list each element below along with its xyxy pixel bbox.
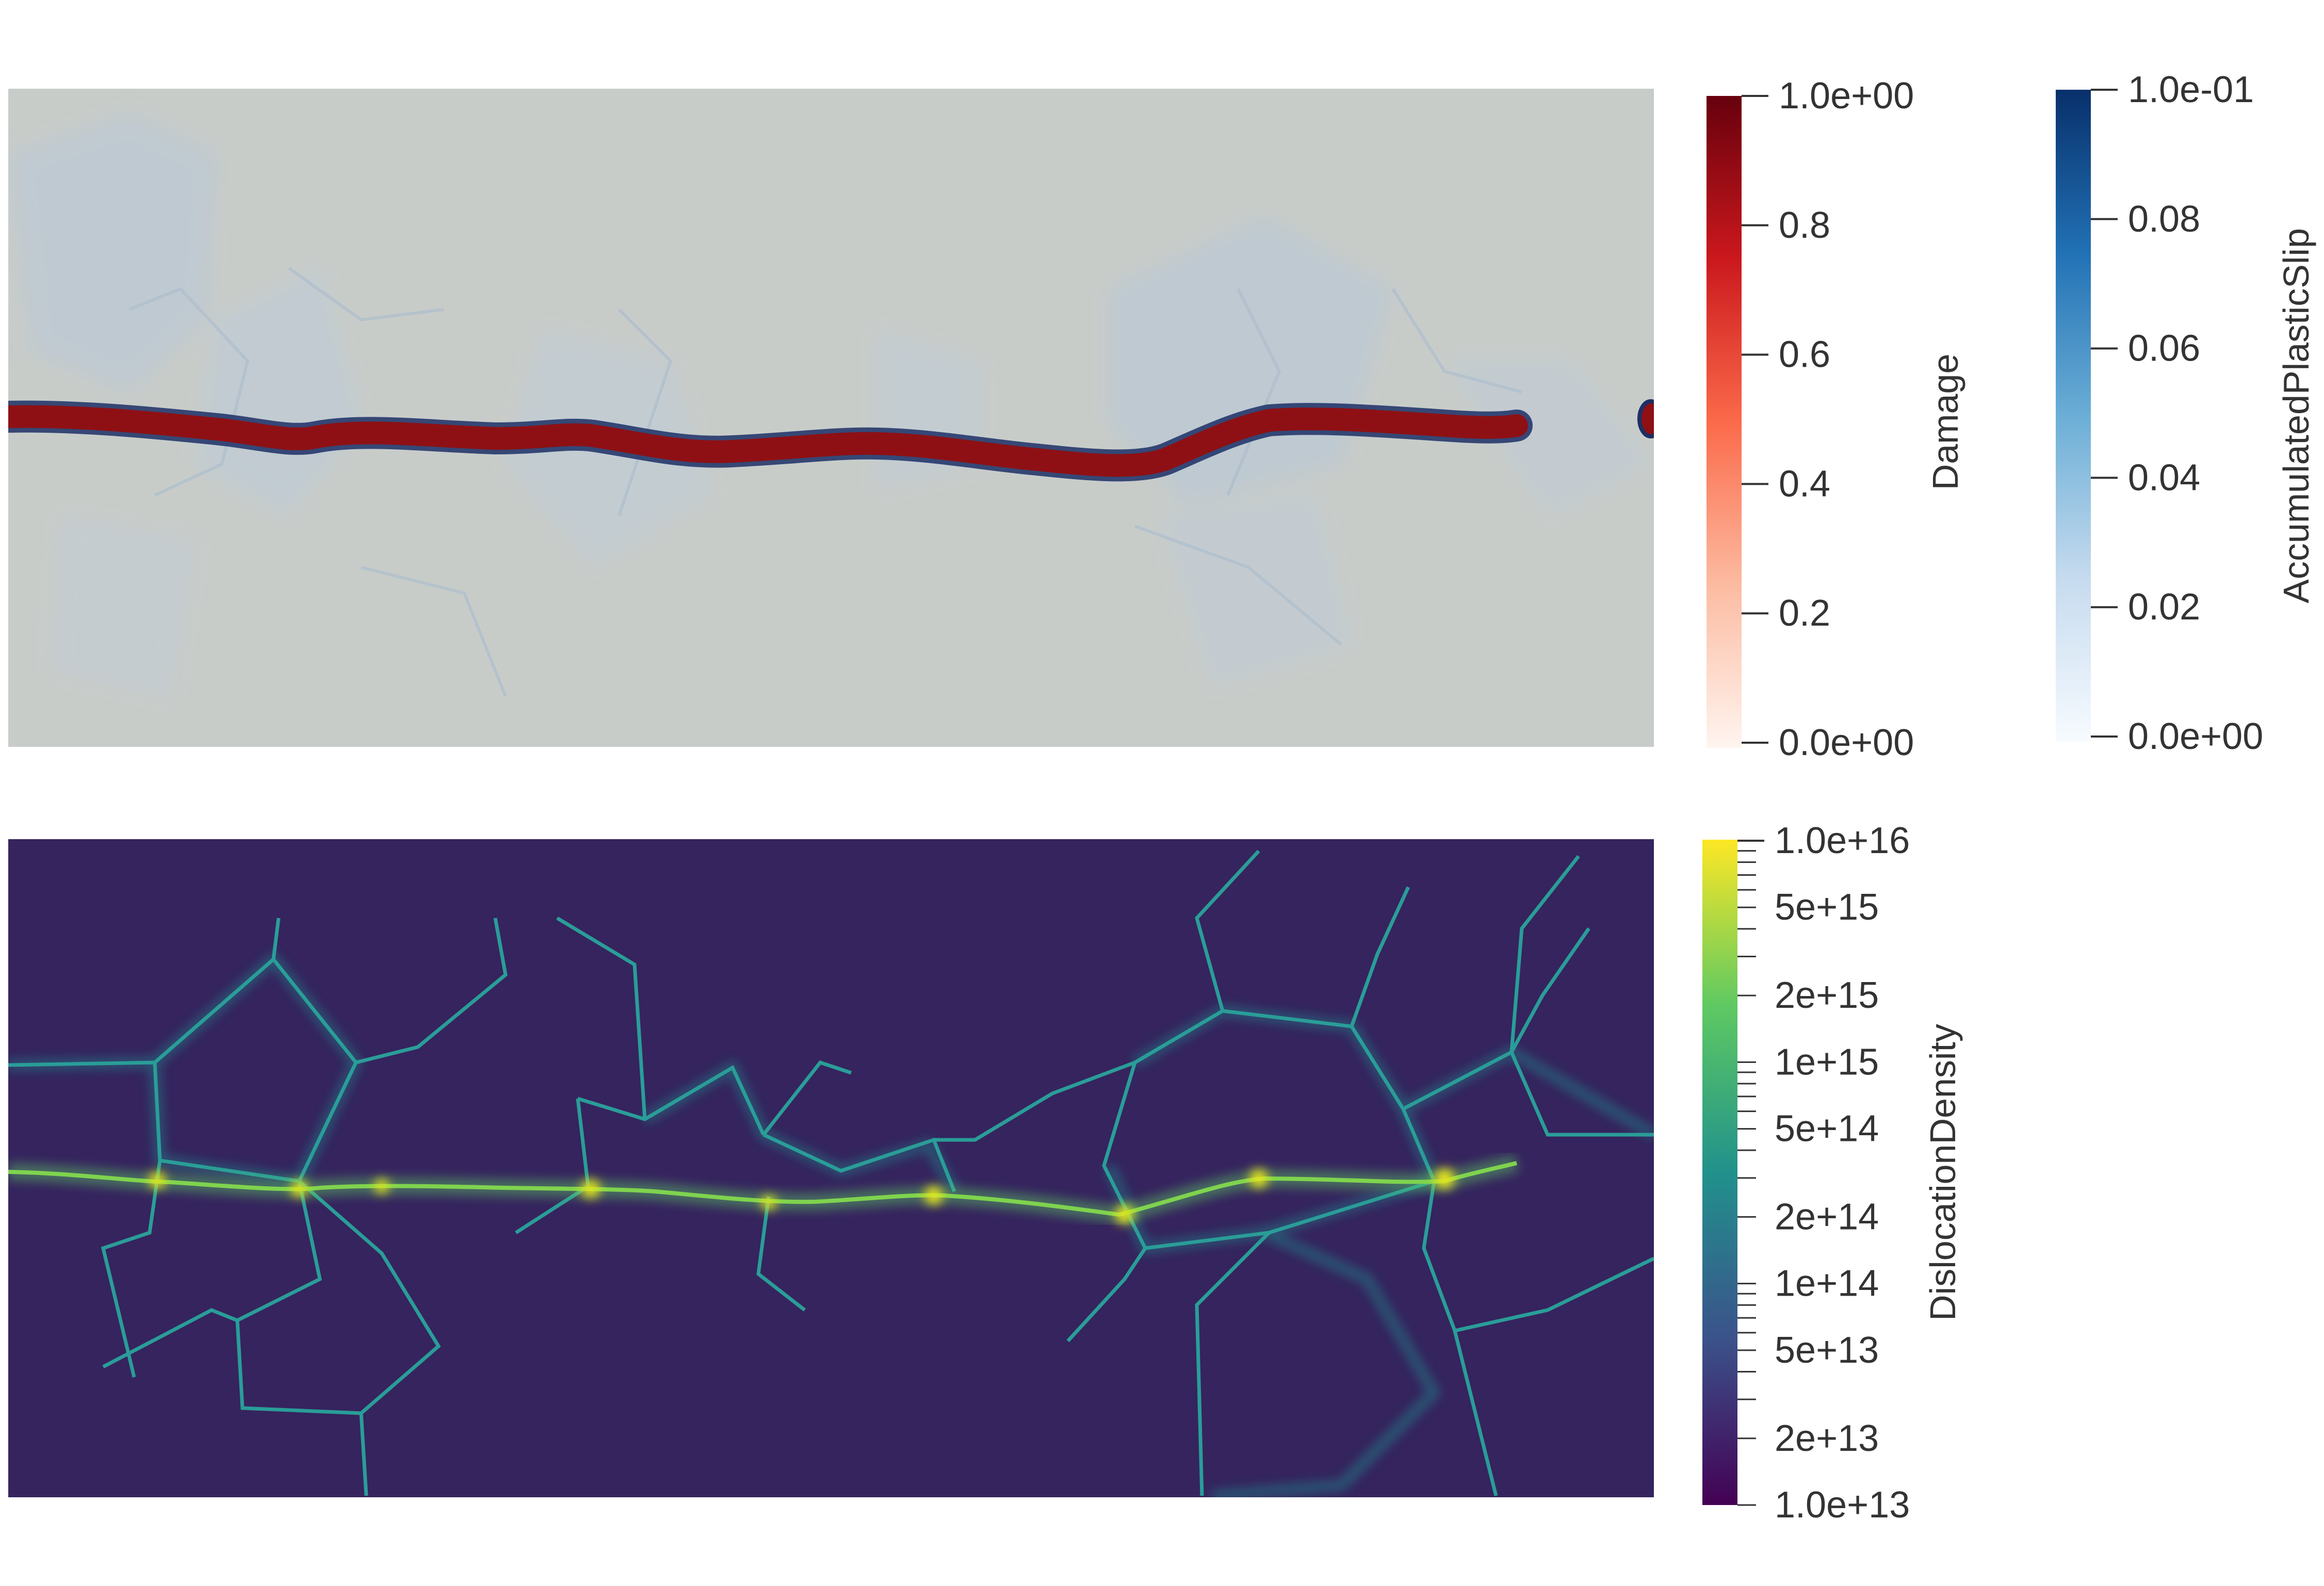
damage-colorbar-title: Damage (1925, 354, 1965, 490)
slip-colorbar-title: AccumulatedPlasticSlip (2276, 228, 2316, 603)
dislocation-hotspots (149, 1168, 1455, 1224)
colorbar-tick-label: 0.04 (2128, 457, 2200, 498)
colorbar-tick-label: 1.0e-01 (2128, 69, 2254, 110)
colorbar-tick-label: 2e+15 (1775, 975, 1879, 1016)
crack-damage-band (8, 405, 1528, 477)
damage-field-panel (8, 89, 1654, 747)
damage-colorbar-ticks: 1.0e+00 0.8 0.6 0.4 0.2 0.0e+00 (1742, 75, 1914, 763)
grain-boundaries (8, 849, 1654, 1496)
colorbar-tick-label: 2e+13 (1775, 1418, 1879, 1459)
crack-edge-nucleus (1637, 399, 1654, 438)
dislocation-density-colorbar: 1.0e+16 5e+15 2e+15 1e+15 5e+14 2e+14 1e+14 5e+… (1702, 820, 1963, 1526)
colorbar-tick-label: 0.8 (1779, 205, 1830, 246)
colorbar-tick-label: 0.08 (2128, 199, 2200, 240)
colorbar-tick-label: 1.0e+13 (1775, 1484, 1910, 1526)
colorbar-tick-label: 5e+13 (1775, 1330, 1879, 1371)
colorbar-tick-label: 1.0e+16 (1775, 820, 1910, 861)
dislocation-colorbar-title: DislocationDensity (1923, 1024, 1963, 1321)
colorbar-tick-label: 1.0e+00 (1779, 75, 1914, 117)
crack-dislocation-path (8, 1161, 1517, 1217)
colorbar-tick-label: 0.0e+00 (2128, 716, 2263, 757)
colorbar-tick-label: 5e+15 (1775, 887, 1879, 928)
colorbar-tick-label: 1e+15 (1775, 1041, 1879, 1083)
damage-colorbar: 1.0e+00 0.8 0.6 0.4 0.2 0.0e+00 Damage (1707, 75, 1965, 763)
dislocation-colorbar-ticks: 1.0e+16 5e+15 2e+15 1e+15 5e+14 2e+14 1e+14 5e+… (1737, 820, 1910, 1526)
colorbar-tick-label: 0.06 (2128, 328, 2200, 369)
faint-grain-boundaries (128, 267, 1522, 697)
colorbar-tick-label: 5e+14 (1775, 1108, 1879, 1150)
colorbar-tick-label: 1e+14 (1775, 1263, 1879, 1304)
colorbar-tick-label: 0.0e+00 (1779, 722, 1914, 763)
dislocation-colorbar-gradient (1702, 840, 1737, 1505)
accumulated-plastic-slip-colorbar: 1.0e-01 0.08 0.06 0.04 0.02 0.0e+00 Accumulat… (2056, 69, 2316, 757)
colorbar-tick-label: 0.4 (1779, 463, 1830, 504)
colorbar-tick-label: 2e+14 (1775, 1196, 1879, 1237)
slip-colorbar-ticks: 1.0e-01 0.08 0.06 0.04 0.02 0.0e+00 (2091, 69, 2263, 757)
slip-colorbar-gradient (2056, 90, 2091, 742)
colorbar-tick-label: 0.6 (1779, 334, 1830, 375)
colorbar-tick-label: 0.02 (2128, 586, 2200, 628)
dislocation-field-panel (8, 839, 1654, 1497)
damage-colorbar-gradient (1707, 96, 1742, 748)
colorbar-tick-label: 0.2 (1779, 593, 1830, 634)
